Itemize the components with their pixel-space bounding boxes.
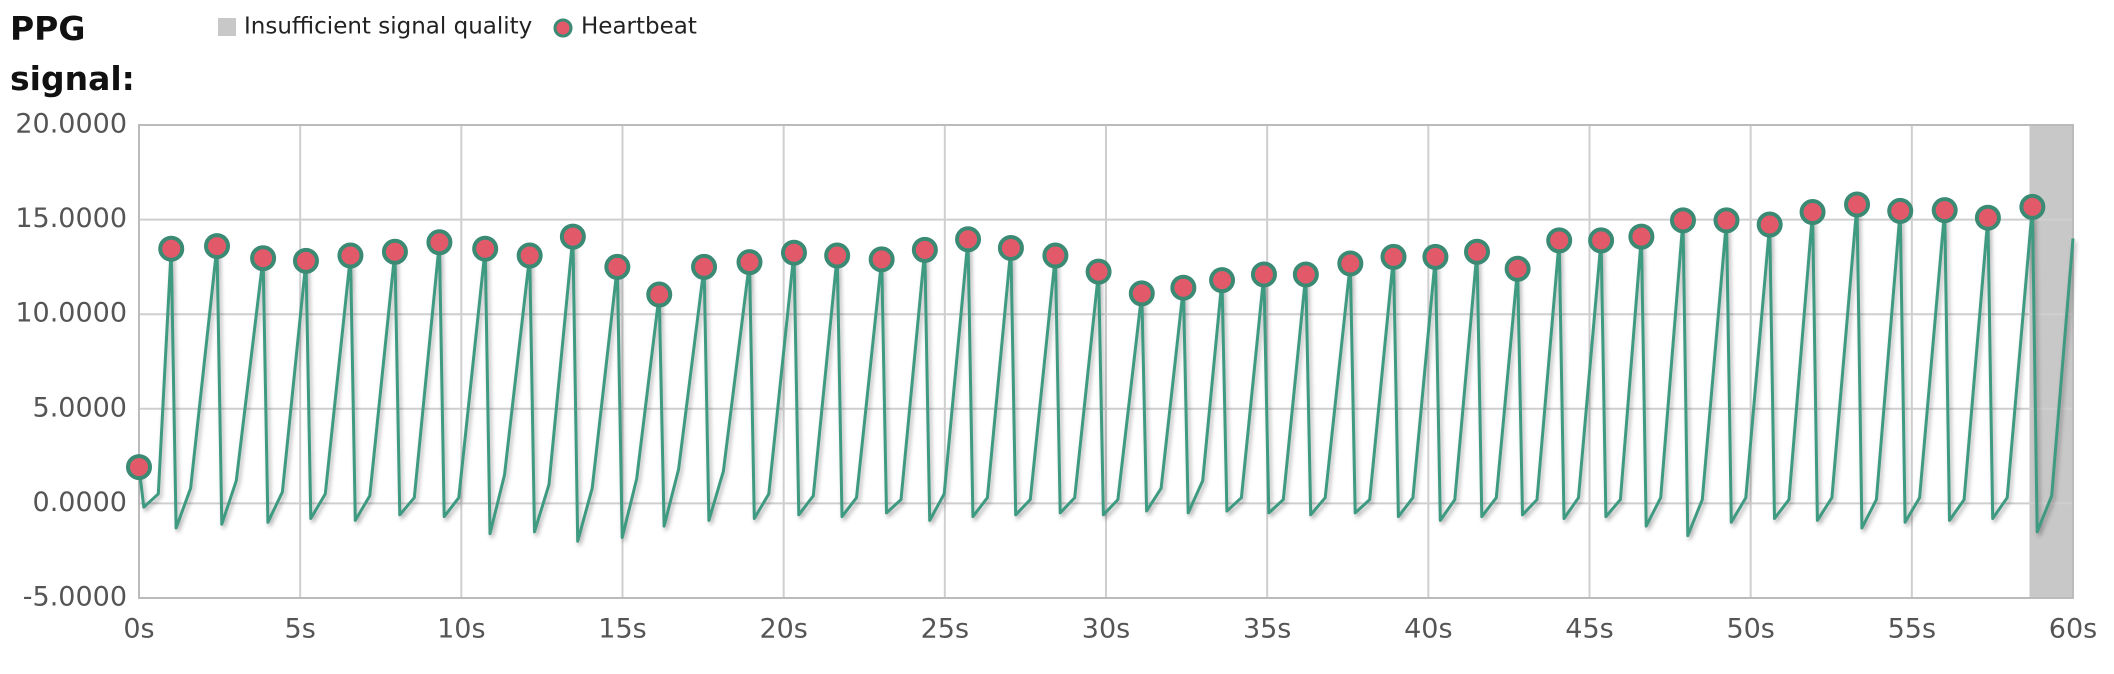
heartbeat-point bbox=[559, 223, 586, 250]
heartbeat-point bbox=[2019, 193, 2046, 220]
y-tick-label: -5.0000 bbox=[23, 582, 127, 613]
heartbeat-point bbox=[1380, 243, 1407, 270]
x-tick-label: 25s bbox=[921, 614, 969, 645]
heartbeat-point bbox=[1422, 243, 1449, 270]
heartbeat-point bbox=[1292, 261, 1319, 288]
heartbeat-point bbox=[1209, 267, 1236, 294]
y-tick-label: 15.0000 bbox=[15, 203, 127, 234]
heartbeat-point bbox=[1844, 191, 1871, 218]
signal-line bbox=[137, 203, 2075, 543]
heartbeat-point bbox=[1713, 207, 1740, 234]
heartbeat-point bbox=[1250, 261, 1277, 288]
x-tick-label: 15s bbox=[598, 614, 646, 645]
x-tick-label: 60s bbox=[2049, 614, 2097, 645]
heartbeat-point bbox=[1669, 207, 1696, 234]
heartbeat-point bbox=[126, 454, 152, 481]
heartbeat-point bbox=[868, 246, 895, 273]
x-tick-label: 20s bbox=[759, 614, 807, 645]
heartbeat-point bbox=[1504, 255, 1531, 282]
heartbeat-point bbox=[780, 239, 807, 266]
heartbeat-point bbox=[1337, 250, 1364, 277]
y-tick-label: 0.0000 bbox=[33, 487, 127, 518]
heartbeat-point bbox=[997, 234, 1024, 261]
x-tick-label: 0s bbox=[123, 614, 154, 645]
heartbeat-point bbox=[426, 229, 453, 256]
heartbeat-point bbox=[516, 242, 543, 269]
y-tick-label: 5.0000 bbox=[33, 392, 127, 423]
heartbeat-point bbox=[158, 235, 185, 262]
legend-swatch bbox=[218, 18, 236, 36]
heartbeat-point bbox=[1974, 204, 2001, 231]
x-tick-label: 50s bbox=[1726, 614, 1774, 645]
heartbeat-point bbox=[824, 242, 851, 269]
heartbeat-point bbox=[955, 226, 982, 253]
y-tick-label: 20.0000 bbox=[15, 109, 127, 140]
heartbeat-point bbox=[911, 236, 938, 263]
heartbeat-point bbox=[381, 238, 408, 265]
heartbeat-point bbox=[1799, 199, 1826, 226]
heartbeat-point bbox=[1628, 223, 1655, 250]
heartbeat-point bbox=[646, 281, 673, 308]
heartbeat-point bbox=[1085, 258, 1112, 285]
chart-title: PPG signal: bbox=[10, 9, 135, 98]
heartbeat-point bbox=[472, 235, 499, 262]
heartbeat-point bbox=[250, 245, 277, 272]
heartbeat-point bbox=[1546, 227, 1573, 254]
heartbeat-point bbox=[1931, 197, 1958, 224]
heartbeat-point bbox=[691, 253, 718, 280]
legend-label: Insufficient signal quality bbox=[244, 14, 532, 40]
x-tick-label: 35s bbox=[1243, 614, 1291, 645]
heartbeat-point bbox=[292, 247, 319, 274]
heartbeat-point bbox=[337, 242, 364, 269]
y-tick-label: 10.0000 bbox=[15, 298, 127, 329]
x-tick-label: 30s bbox=[1082, 614, 1130, 645]
x-tick-label: 40s bbox=[1404, 614, 1452, 645]
plot-border bbox=[138, 124, 2074, 599]
heartbeat-point bbox=[1588, 227, 1615, 254]
x-tick-label: 10s bbox=[437, 614, 485, 645]
heartbeat-point bbox=[1042, 242, 1069, 269]
legend-label: Heartbeat bbox=[581, 14, 697, 40]
heartbeat-point bbox=[1170, 274, 1197, 301]
heartbeat-point bbox=[1464, 238, 1491, 265]
heartbeat-point bbox=[604, 253, 631, 280]
legend-swatch bbox=[553, 18, 573, 38]
heartbeat-point bbox=[1887, 197, 1914, 224]
heartbeat-point bbox=[204, 233, 231, 260]
heartbeat-point bbox=[736, 249, 763, 276]
x-tick-label: 45s bbox=[1565, 614, 1613, 645]
x-tick-label: 5s bbox=[285, 614, 316, 645]
heartbeat-point bbox=[1756, 211, 1783, 238]
heartbeat-point bbox=[1128, 280, 1155, 307]
x-tick-label: 55s bbox=[1888, 614, 1936, 645]
